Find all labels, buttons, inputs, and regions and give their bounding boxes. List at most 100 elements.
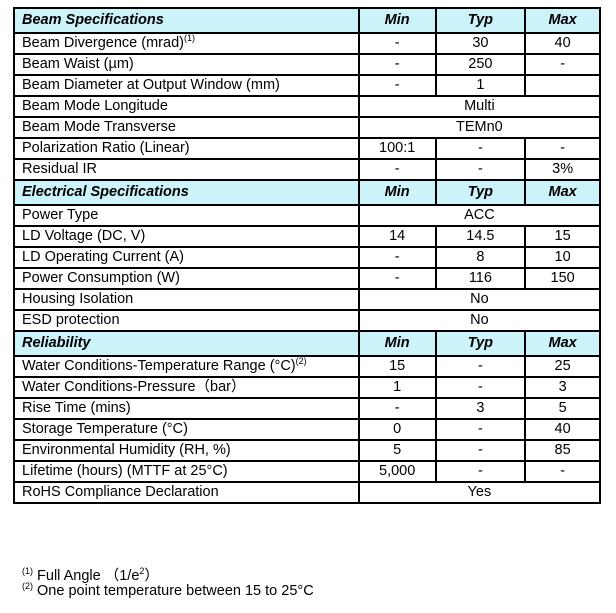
row-label: Power Type xyxy=(13,204,360,227)
row-label: Beam Mode Longitude xyxy=(13,95,360,118)
row-label: Housing Isolation xyxy=(13,288,360,311)
value-min: 14 xyxy=(357,225,437,248)
table-row: Storage Temperature (°C) 0-40 xyxy=(13,418,601,441)
label-text: Power Consumption (W) xyxy=(22,270,180,286)
row-label: Beam Diameter at Output Window (mm) xyxy=(13,74,360,97)
value-min: 5,000 xyxy=(357,460,437,483)
label-text: Beam Divergence (mrad) xyxy=(22,35,184,51)
label-text: Beam Diameter at Output Window (mm) xyxy=(22,77,280,93)
table-row: LD Voltage (DC, V) 14 14.5 15 xyxy=(13,225,601,248)
section-header: Beam Specifications Min Typ Max xyxy=(13,7,601,34)
col-min-header: Min xyxy=(357,179,437,206)
label-text: Beam Waist (µm) xyxy=(22,56,134,72)
table-row: Water Conditions-Temperature Range (°C)(… xyxy=(13,355,601,378)
table-row: Polarization Ratio (Linear) 100:1- - xyxy=(13,137,601,160)
row-label: Rise Time (mins) xyxy=(13,397,360,420)
table-row: Beam Waist (µm) -250- xyxy=(13,53,601,76)
footnote-mark: (2) xyxy=(22,581,33,592)
row-label: Polarization Ratio (Linear) xyxy=(13,137,360,160)
table-row: Rise Time (mins) -3 5 xyxy=(13,397,601,420)
table-row: RoHS Compliance Declaration Yes xyxy=(13,481,602,504)
col-typ-header: Typ xyxy=(434,7,527,34)
value-min: 0 xyxy=(357,418,437,441)
table-row: Beam Divergence (mrad)(1) -30 40 xyxy=(13,32,601,55)
table-row: Beam Diameter at Output Window (mm) -1 xyxy=(13,74,601,97)
section-title: Reliability xyxy=(13,330,360,357)
label-text: Water Conditions-Pressure（bar） xyxy=(22,379,246,395)
label-text: Residual IR xyxy=(22,161,97,177)
value-typ: 14.5 xyxy=(434,225,527,248)
label-text: Power Type xyxy=(22,207,99,223)
value-typ: 30 xyxy=(434,32,527,55)
label-text: Rise Time (mins) xyxy=(22,400,131,416)
section-header: Electrical Specifications Min Typ Max xyxy=(13,179,601,206)
footnote-text: Full Angle （1/e xyxy=(33,568,140,584)
table-row: Lifetime (hours) (MTTF at 25°C) 5,000- - xyxy=(13,460,601,483)
value-typ: - xyxy=(434,355,527,378)
value-max: 3% xyxy=(524,158,601,181)
col-min-header: Min xyxy=(357,330,437,357)
row-label: Water Conditions-Temperature Range (°C)(… xyxy=(13,355,360,378)
label-text: Storage Temperature (°C) xyxy=(22,421,188,437)
value-min: - xyxy=(357,74,437,97)
value-merged: No xyxy=(357,309,602,332)
spec-table: Beam Specifications Min Typ Max Beam Diverge… xyxy=(13,7,602,504)
value-max: - xyxy=(524,53,601,76)
label-text: Lifetime (hours) (MTTF at 25°C) xyxy=(22,463,228,479)
section-title: Beam Specifications xyxy=(13,7,360,34)
footnote-sup: 2 xyxy=(139,566,145,577)
footnote-text: One point temperature between 15 to 25°C xyxy=(33,583,314,599)
value-max: - xyxy=(524,460,601,483)
value-min: 15 xyxy=(357,355,437,378)
footnote-ref: (1) xyxy=(183,33,195,44)
table-row: Environmental Humidity (RH, %) 5-85 xyxy=(13,439,601,462)
row-label: RoHS Compliance Declaration xyxy=(13,481,360,504)
value-min: 1 xyxy=(357,376,437,399)
section-header: Reliability Min Typ Max xyxy=(13,330,601,357)
row-label: LD Operating Current (A) xyxy=(13,246,360,269)
value-merged: ACC xyxy=(357,204,602,227)
row-label: Beam Divergence (mrad)(1) xyxy=(13,32,360,55)
value-max: 10 xyxy=(524,246,601,269)
value-typ: 250 xyxy=(434,53,527,76)
value-min: - xyxy=(357,158,437,181)
row-label: Power Consumption (W) xyxy=(13,267,360,290)
label-text: ESD protection xyxy=(22,312,120,328)
col-max-header: Max xyxy=(524,179,601,206)
value-min: - xyxy=(357,267,437,290)
value-merged: No xyxy=(357,288,602,311)
row-label: Environmental Humidity (RH, %) xyxy=(13,439,360,462)
value-min: - xyxy=(357,53,437,76)
value-min: - xyxy=(357,32,437,55)
row-label: LD Voltage (DC, V) xyxy=(13,225,360,248)
value-typ: - xyxy=(434,418,527,441)
footnote-2: (2) One point temperature between 15 to … xyxy=(22,581,314,599)
value-typ: - xyxy=(434,137,527,160)
value-max: 40 xyxy=(524,32,601,55)
col-min-header: Min xyxy=(357,7,437,34)
col-max-header: Max xyxy=(524,7,601,34)
value-max: 40 xyxy=(524,418,601,441)
table-row: Beam Mode Longitude Multi xyxy=(13,95,602,118)
row-label: Beam Mode Transverse xyxy=(13,116,360,139)
table-row: Power Type ACC xyxy=(13,204,602,227)
table-row: Housing Isolation No xyxy=(13,288,602,311)
footnote-mark: (1) xyxy=(22,566,33,577)
value-merged: Yes xyxy=(357,481,602,504)
value-min: 100:1 xyxy=(357,137,437,160)
value-max: 3 xyxy=(524,376,601,399)
label-text: Environmental Humidity (RH, %) xyxy=(22,442,231,458)
table-row: LD Operating Current (A) -8 10 xyxy=(13,246,601,269)
label-text: Housing Isolation xyxy=(22,291,134,307)
table-row: ESD protection No xyxy=(13,309,602,332)
value-max: 25 xyxy=(524,355,601,378)
label-text: Polarization Ratio (Linear) xyxy=(22,140,190,156)
table-row: Residual IR - -3% xyxy=(13,158,601,181)
col-typ-header: Typ xyxy=(434,179,527,206)
row-label: ESD protection xyxy=(13,309,360,332)
label-text: LD Voltage (DC, V) xyxy=(22,228,146,244)
value-min: - xyxy=(357,246,437,269)
value-typ: - xyxy=(434,376,527,399)
value-typ: 3 xyxy=(434,397,527,420)
row-label: Storage Temperature (°C) xyxy=(13,418,360,441)
